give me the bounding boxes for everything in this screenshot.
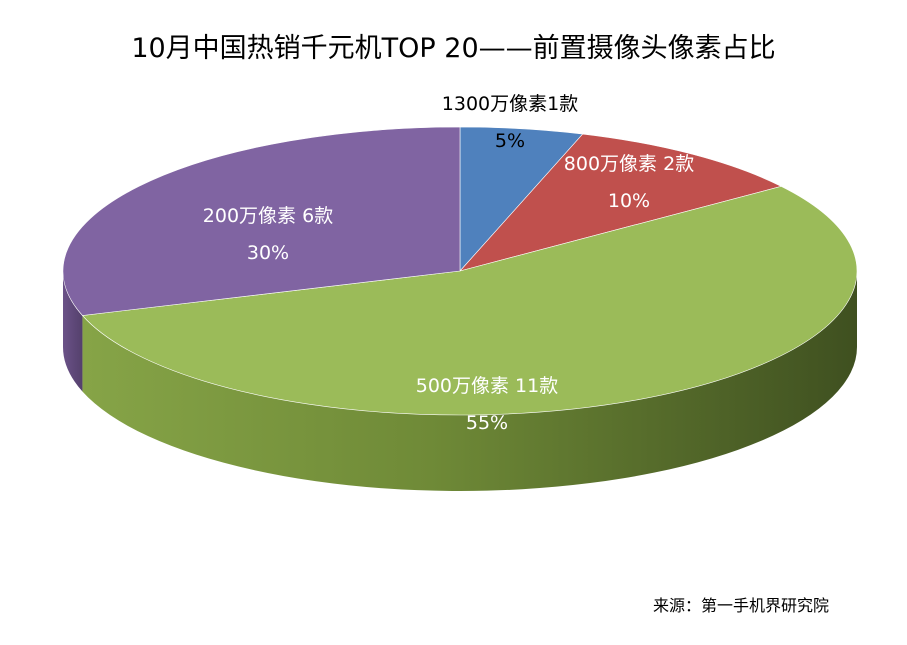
slice-percent-1: 10% (608, 190, 650, 212)
pie-side-3 (63, 271, 83, 392)
pie-labels: 1300万像素1款 5% 800万像素 2款 10% 500万像素 11款 55% 200万… (203, 93, 694, 434)
pie-slice-3 (62, 126, 461, 316)
chart-title: 10月中国热销千元机TOP 20——前置摄像头像素占比 (131, 33, 776, 64)
slice-percent-0: 5% (495, 130, 525, 152)
pie-slices (62, 126, 858, 416)
slice-label-2: 500万像素 11款 (416, 375, 558, 397)
slice-label-0: 1300万像素1款 (442, 93, 578, 115)
slice-label-3: 200万像素 6款 (203, 205, 333, 227)
pie-side-walls (63, 271, 858, 491)
pie-slice-1 (459, 133, 783, 272)
slice-label-1: 800万像素 2款 (564, 153, 694, 175)
slice-percent-2: 55% (466, 412, 508, 434)
source-note: 来源：第一手机界研究院 (652, 596, 829, 615)
pie-slice-2 (81, 186, 858, 416)
pie-side-2 (82, 271, 858, 491)
slice-percent-3: 30% (247, 242, 289, 264)
